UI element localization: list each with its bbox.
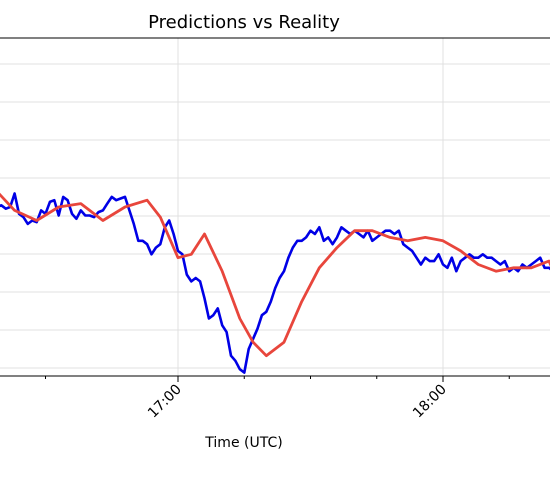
gridlines <box>0 38 550 376</box>
x-tick-label: 18:00 <box>410 382 450 422</box>
series-line-blue <box>0 192 550 374</box>
chart-title: Predictions vs Reality <box>148 12 340 33</box>
x-tick-label: 17:00 <box>145 382 185 422</box>
x-ticks: 17:00 18:00 <box>45 376 510 422</box>
x-axis-label: Time (UTC) <box>204 435 282 451</box>
series-layer <box>0 192 550 374</box>
series-line-red <box>0 192 550 358</box>
